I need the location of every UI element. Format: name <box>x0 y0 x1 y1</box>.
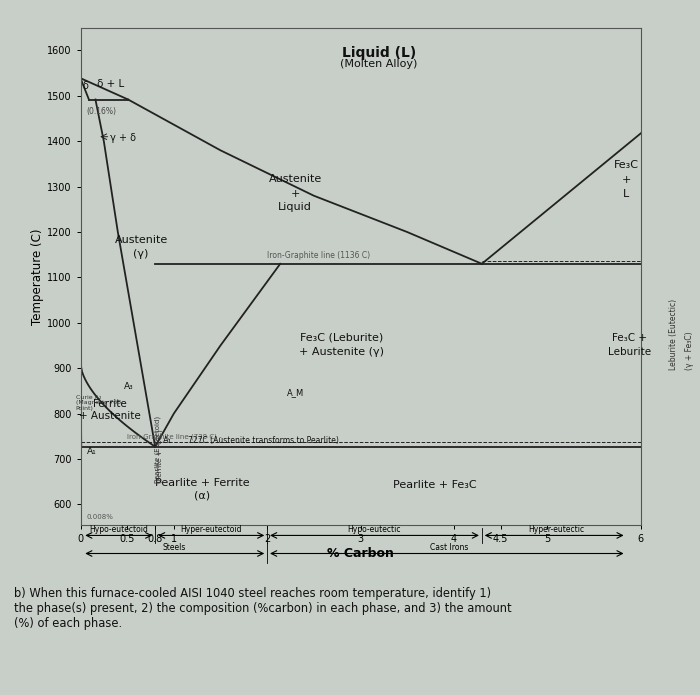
Text: A₁: A₁ <box>87 448 97 457</box>
Text: 0.008%: 0.008% <box>86 514 113 521</box>
Text: Fe₃C +: Fe₃C + <box>612 333 647 343</box>
Text: Steels: Steels <box>162 543 186 552</box>
Text: Liquid (L): Liquid (L) <box>342 46 416 60</box>
Text: + Austenite (γ): + Austenite (γ) <box>300 347 384 357</box>
Text: Hypo-eutectoid: Hypo-eutectoid <box>90 525 148 534</box>
Text: +: + <box>622 175 631 185</box>
Text: Pearlite (Eutectoid): Pearlite (Eutectoid) <box>154 416 161 483</box>
Text: (α): (α) <box>194 491 210 501</box>
Text: Fe₃C (Leburite): Fe₃C (Leburite) <box>300 333 384 343</box>
Text: Curie A₂
(Magnetic 768-
Point): Curie A₂ (Magnetic 768- Point) <box>76 395 123 411</box>
Text: Pearlite + Ferrite: Pearlite + Ferrite <box>155 478 249 488</box>
Text: + Austenite: + Austenite <box>80 411 141 421</box>
Text: Hypo-eutectic: Hypo-eutectic <box>348 525 401 534</box>
Text: (Molten Alloy): (Molten Alloy) <box>340 58 418 69</box>
Text: Ferrite: Ferrite <box>94 399 127 409</box>
Text: δ: δ <box>83 81 89 91</box>
Text: Hyper-eutectoid: Hyper-eutectoid <box>181 525 242 534</box>
Text: γ + δ: γ + δ <box>111 133 136 143</box>
Text: A_M: A_M <box>287 389 304 398</box>
Text: (0.16%): (0.16%) <box>86 107 116 116</box>
Text: Austenite: Austenite <box>269 174 322 184</box>
Text: Hyper-eutectic: Hyper-eutectic <box>528 525 584 534</box>
Text: δ + L: δ + L <box>97 79 124 89</box>
Text: Pearlite + Fe₃C: Pearlite + Fe₃C <box>393 480 477 491</box>
Text: Leburite: Leburite <box>608 347 651 357</box>
Text: Liquid: Liquid <box>278 202 312 212</box>
Text: (γ + Fe₃C): (γ + Fe₃C) <box>685 332 694 370</box>
Text: b) When this furnace-cooled AISI 1040 steel reaches room temperature, identify 1: b) When this furnace-cooled AISI 1040 st… <box>14 587 512 630</box>
X-axis label: % Carbon: % Carbon <box>327 546 394 559</box>
Text: Fe₃C: Fe₃C <box>614 161 639 170</box>
Text: A₃: A₃ <box>124 382 134 391</box>
Text: Leburite (Eutectic): Leburite (Eutectic) <box>668 299 678 370</box>
Text: 727C (Austenite transforms to Pearlite): 727C (Austenite transforms to Pearlite) <box>188 436 339 445</box>
Text: Iron-Graphite line (738 C) -: Iron-Graphite line (738 C) - <box>127 433 222 439</box>
Text: Iron-Graphite line (1136 C): Iron-Graphite line (1136 C) <box>267 251 370 260</box>
Y-axis label: Temperature (C): Temperature (C) <box>31 228 44 325</box>
Text: Cast Irons: Cast Irons <box>430 543 468 552</box>
Text: (γ): (γ) <box>134 249 149 259</box>
Text: L: L <box>624 188 629 199</box>
Text: A₁: A₁ <box>162 436 172 445</box>
Text: Austenite: Austenite <box>115 236 168 245</box>
Text: (Ferrite + Fe₃C): (Ferrite + Fe₃C) <box>156 430 162 483</box>
Text: +: + <box>290 188 300 199</box>
